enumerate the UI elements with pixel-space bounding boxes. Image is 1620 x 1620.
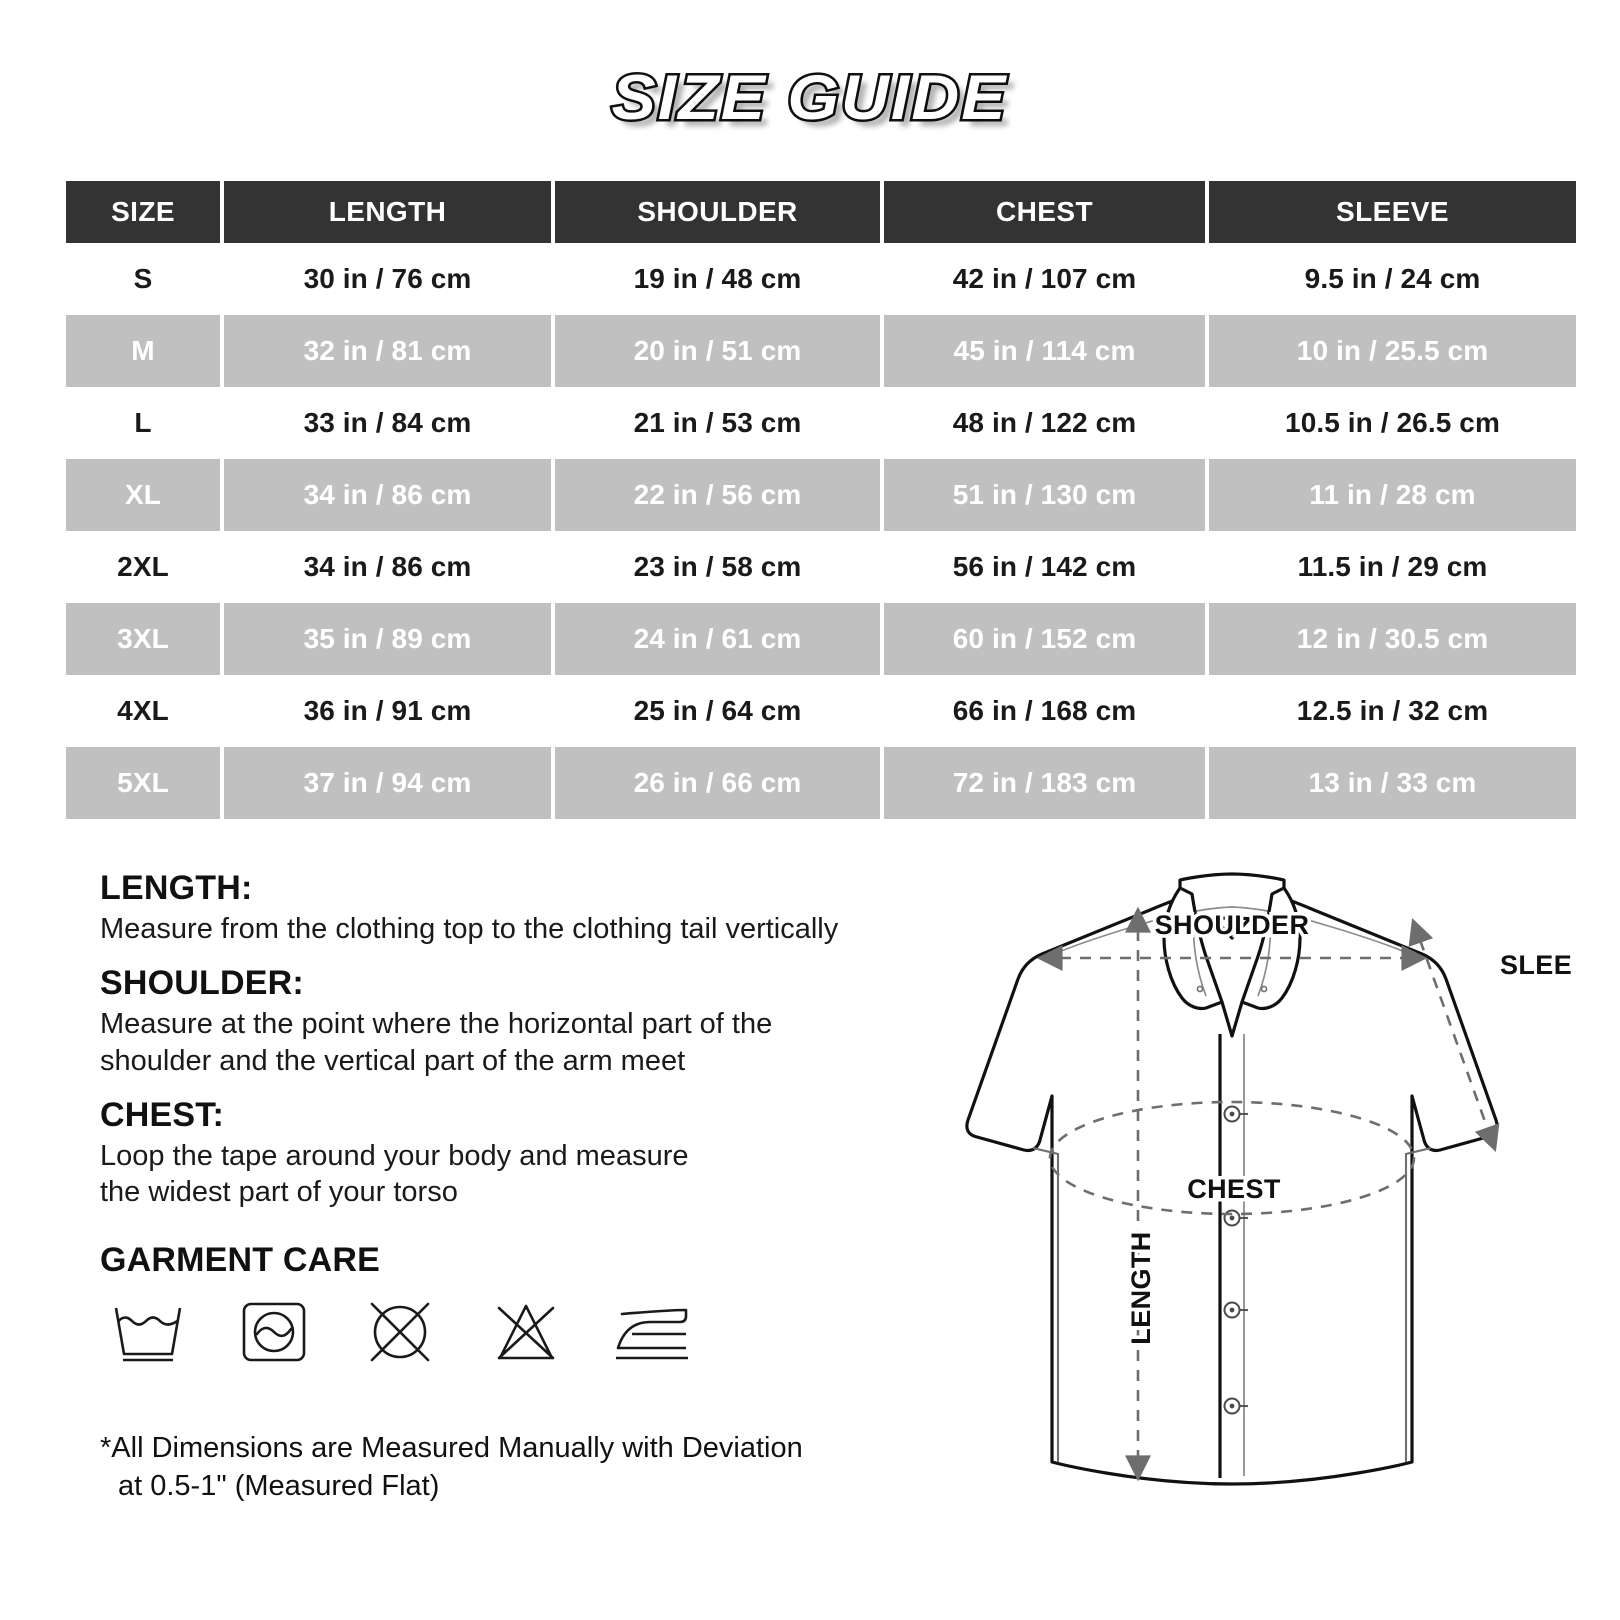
cell-length: 34 in / 86 cm	[224, 531, 551, 603]
table-row: L 33 in / 84 cm 21 in / 53 cm 48 in / 12…	[66, 387, 1576, 459]
table-header-row: SIZE LENGTH SHOULDER CHEST SLEEVE	[66, 181, 1576, 243]
shirt-svg: SHOULDER CHEST SLEEVE LENGTH	[965, 872, 1573, 1486]
footnote-line-1: *All Dimensions are Measured Manually wi…	[100, 1432, 803, 1464]
table-row: 2XL 34 in / 86 cm 23 in / 58 cm 56 in / …	[66, 531, 1576, 603]
sleeve-measure-line	[1408, 917, 1500, 1153]
cell-size: 3XL	[66, 603, 220, 675]
instruction-line: Loop the tape around your body and measu…	[100, 1140, 689, 1173]
cell-sleeve: 12.5 in / 32 cm	[1209, 675, 1576, 747]
diagram-label-chest: CHEST	[1184, 1171, 1284, 1208]
instruction-line: Measure from the clothing top to the clo…	[100, 913, 839, 946]
instruction-block-shoulder: SHOULDER: Measure at the point where the…	[100, 963, 960, 1079]
cell-size: L	[66, 387, 220, 459]
cell-chest: 72 in / 183 cm	[884, 747, 1205, 819]
cell-shoulder: 21 in / 53 cm	[555, 387, 880, 459]
instruction-heading-length: LENGTH:	[100, 869, 253, 907]
instruction-text-length: Measure from the clothing top to the clo…	[100, 911, 960, 947]
cell-size: 4XL	[66, 675, 220, 747]
instruction-block-chest: CHEST: Loop the tape around your body an…	[100, 1095, 960, 1211]
chest-measure-ellipse	[1048, 1100, 1416, 1216]
instruction-heading-shoulder: SHOULDER:	[100, 964, 304, 1003]
cell-length: 33 in / 84 cm	[224, 387, 551, 459]
table-row: M 32 in / 81 cm 20 in / 51 cm 45 in / 11…	[66, 315, 1576, 387]
table-row: 3XL 35 in / 89 cm 24 in / 61 cm 60 in / …	[66, 603, 1576, 675]
cell-size: S	[66, 243, 220, 315]
diagram-label-length: LENGTH	[1123, 1228, 1160, 1348]
cell-length: 30 in / 76 cm	[224, 243, 551, 315]
instruction-line: Measure at the point where the horizonta…	[100, 1008, 773, 1041]
cell-shoulder: 22 in / 56 cm	[555, 459, 880, 531]
cell-chest: 51 in / 130 cm	[884, 459, 1205, 531]
cell-sleeve: 13 in / 33 cm	[1209, 747, 1576, 819]
sleeve-label: SLEEVE	[1500, 950, 1572, 980]
cell-chest: 45 in / 114 cm	[884, 315, 1205, 387]
cell-chest: 66 in / 168 cm	[884, 675, 1205, 747]
cell-shoulder: 20 in / 51 cm	[555, 315, 880, 387]
footnote-line-2: at 0.5-1" (Measured Flat)	[118, 1469, 440, 1502]
instruction-text-chest: Loop the tape around your body and measu…	[100, 1138, 960, 1211]
instruction-text-shoulder: Measure at the point where the horizonta…	[100, 1006, 960, 1079]
cell-shoulder: 26 in / 66 cm	[555, 747, 880, 819]
cell-size: 2XL	[66, 531, 220, 603]
column-header-shoulder: SHOULDER	[555, 181, 880, 243]
cell-shoulder: 25 in / 64 cm	[555, 675, 880, 747]
cell-length: 35 in / 89 cm	[224, 603, 551, 675]
column-header-sleeve: SLEEVE	[1209, 181, 1576, 243]
garment-care-heading: GARMENT CARE	[100, 1240, 381, 1279]
gentle-wash-icon	[114, 1307, 182, 1361]
do-not-dryclean-icon	[370, 1302, 430, 1361]
cell-chest: 56 in / 142 cm	[884, 531, 1205, 603]
iron-icon	[616, 1308, 688, 1359]
do-not-bleach-icon	[497, 1304, 555, 1359]
cell-sleeve: 11 in / 28 cm	[1209, 459, 1576, 531]
footnote: *All Dimensions are Measured Manually wi…	[100, 1430, 920, 1505]
column-header-chest: CHEST	[884, 181, 1205, 243]
tumble-dry-icon	[242, 1302, 306, 1361]
cell-length: 34 in / 86 cm	[224, 459, 551, 531]
cell-length: 36 in / 91 cm	[224, 675, 551, 747]
garment-care-icons	[104, 1296, 960, 1368]
table-row: 5XL 37 in / 94 cm 26 in / 66 cm 72 in / …	[66, 747, 1576, 819]
cell-shoulder: 19 in / 48 cm	[555, 243, 880, 315]
cell-sleeve: 11.5 in / 29 cm	[1209, 531, 1576, 603]
instruction-line: the widest part of your torso	[100, 1176, 458, 1209]
cell-sleeve: 10 in / 25.5 cm	[1209, 315, 1576, 387]
table-row: 4XL 36 in / 91 cm 25 in / 64 cm 66 in / …	[66, 675, 1576, 747]
cell-shoulder: 24 in / 61 cm	[555, 603, 880, 675]
cell-shoulder: 23 in / 58 cm	[555, 531, 880, 603]
cell-chest: 42 in / 107 cm	[884, 243, 1205, 315]
instruction-line: shoulder and the vertical part of the ar…	[100, 1044, 686, 1077]
column-header-length: LENGTH	[224, 181, 551, 243]
cell-sleeve: 9.5 in / 24 cm	[1209, 243, 1576, 315]
table-row: XL 34 in / 86 cm 22 in / 56 cm 51 in / 1…	[66, 459, 1576, 531]
diagram-label-shoulder: SHOULDER	[1151, 907, 1312, 944]
diagram-label-sleeve: SLEEVE	[1497, 947, 1573, 984]
column-header-size: SIZE	[66, 181, 220, 243]
shirt-measurement-diagram: SHOULDER CHEST SLEEVE LENGTH	[892, 858, 1572, 1558]
instruction-block-length: LENGTH: Measure from the clothing top to…	[100, 868, 960, 947]
size-chart-table: SIZE LENGTH SHOULDER CHEST SLEEVE S 30 i…	[62, 181, 1580, 819]
table-row: S 30 in / 76 cm 19 in / 48 cm 42 in / 10…	[66, 243, 1576, 315]
cell-sleeve: 12 in / 30.5 cm	[1209, 603, 1576, 675]
shoulder-label: SHOULDER	[1155, 910, 1310, 940]
cell-chest: 48 in / 122 cm	[884, 387, 1205, 459]
chest-label: CHEST	[1187, 1174, 1281, 1204]
cell-size: M	[66, 315, 220, 387]
length-label: LENGTH	[1126, 1231, 1156, 1344]
cell-length: 37 in / 94 cm	[224, 747, 551, 819]
measurement-instructions: LENGTH: Measure from the clothing top to…	[100, 868, 960, 1368]
page-title: SIZE GUIDE	[609, 61, 1008, 136]
cell-size: 5XL	[66, 747, 220, 819]
page-title-container: SIZE GUIDE	[0, 61, 1620, 136]
cell-length: 32 in / 81 cm	[224, 315, 551, 387]
instruction-heading-chest: CHEST:	[100, 1095, 224, 1134]
cell-chest: 60 in / 152 cm	[884, 603, 1205, 675]
cell-sleeve: 10.5 in / 26.5 cm	[1209, 387, 1576, 459]
cell-size: XL	[66, 459, 220, 531]
